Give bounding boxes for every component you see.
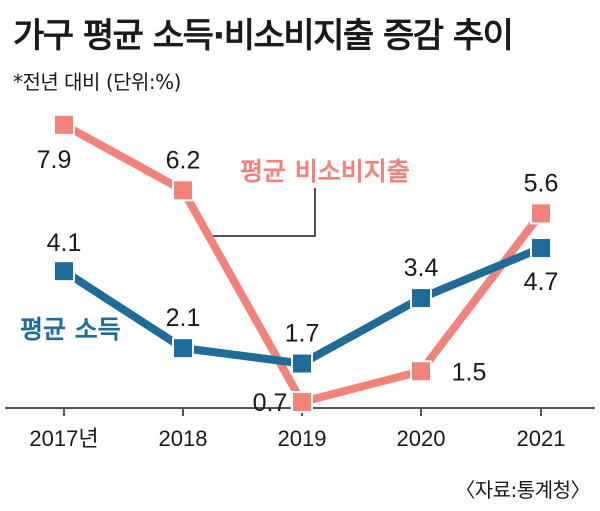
income-point bbox=[410, 287, 432, 310]
nonconsumption-point bbox=[53, 113, 75, 136]
nonconsumption-value-label: 1.5 bbox=[452, 358, 487, 386]
source-note: 〈자료:통계청〉 bbox=[455, 478, 590, 502]
income-value-label: 3.4 bbox=[404, 254, 439, 282]
nonconsumption-point bbox=[410, 360, 432, 383]
nonconsumption-value-label: 6.2 bbox=[166, 146, 201, 174]
x-tick-label: 2019 bbox=[278, 426, 327, 451]
x-tick-label: 2017년 bbox=[29, 426, 98, 451]
income-point bbox=[53, 260, 75, 283]
nonconsumption-value-label: 5.6 bbox=[524, 169, 559, 197]
chart-title: 가구 평균 소득·비소비지출 증감 추이 bbox=[13, 16, 514, 56]
leader-line bbox=[212, 188, 316, 237]
x-tick-label: 2020 bbox=[397, 426, 446, 451]
income-point bbox=[291, 352, 313, 375]
nonconsumption-point bbox=[172, 179, 194, 202]
nonconsumption-value-label: 0.7 bbox=[253, 389, 288, 417]
nonconsumption-series-label: 평균 비소비지출 bbox=[240, 157, 410, 186]
income-value-label: 4.7 bbox=[524, 268, 559, 296]
nonconsumption-point bbox=[291, 391, 313, 414]
chart-subtitle: *전년 대비 (단위:%) bbox=[13, 70, 181, 94]
income-point bbox=[530, 237, 552, 260]
income-series-label: 평균 소득 bbox=[20, 315, 121, 344]
nonconsumption-value-label: 7.9 bbox=[37, 146, 72, 174]
income-value-label: 1.7 bbox=[285, 320, 320, 348]
income-point bbox=[172, 337, 194, 360]
income-value-label: 4.1 bbox=[47, 229, 82, 257]
income-value-label: 2.1 bbox=[166, 304, 201, 332]
x-tick-label: 2021 bbox=[517, 426, 566, 451]
nonconsumption-point bbox=[530, 202, 552, 225]
x-tick-label: 2018 bbox=[159, 426, 208, 451]
